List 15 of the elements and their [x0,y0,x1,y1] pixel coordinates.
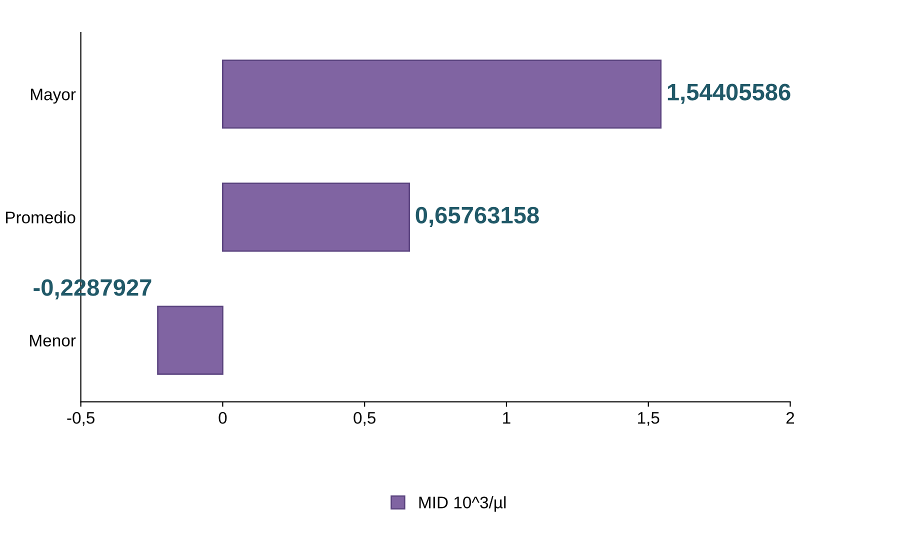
bar [222,182,410,252]
y-tick-label: Mayor [31,88,76,104]
x-tick-label: 2 [786,412,794,424]
legend-label: MID 10^3/µl [419,496,506,512]
x-tick-label: 1,5 [638,412,660,426]
bar [222,60,662,129]
text: 1,54405586 [668,84,790,104]
bar [157,306,224,375]
x-tick-label: 1 [503,412,510,424]
x-tick-label: 0,5 [354,412,376,426]
text: 0,65763158 [416,206,539,227]
y-tick-label: Promedio [6,211,76,224]
x-tick-label: 0 [218,412,227,424]
x-tick-label: -0,5 [67,412,94,426]
y-tick-label: Menor [30,334,76,346]
